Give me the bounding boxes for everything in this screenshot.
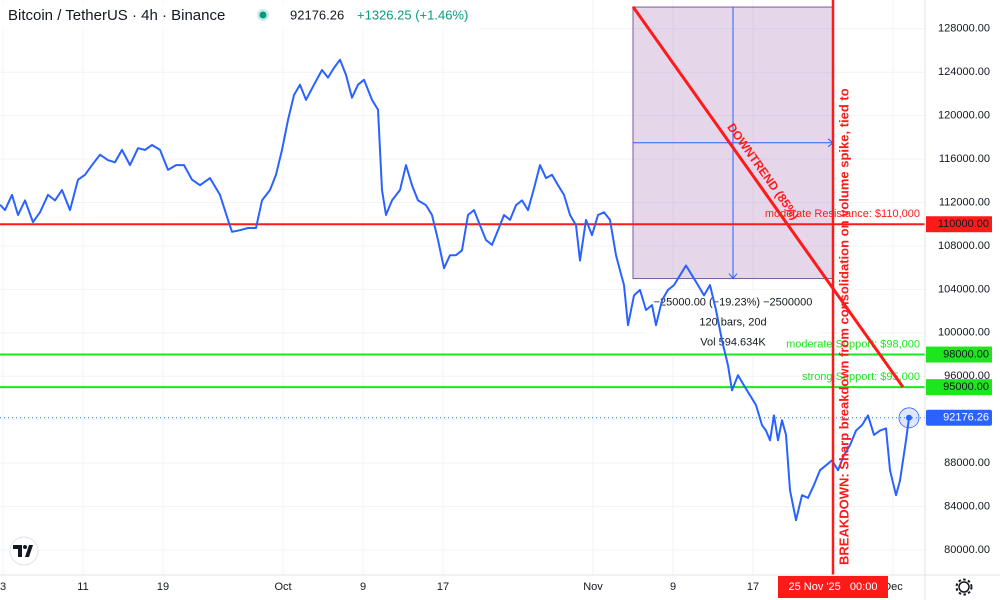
y-tick-label: 108000.00: [938, 240, 990, 252]
x-tick-label: Oct: [274, 581, 291, 593]
x-tick-label: 3: [0, 581, 6, 593]
level-tag: 95000.00: [943, 381, 989, 393]
x-tick-label: Nov: [583, 581, 603, 593]
x-tick-label: 9: [670, 581, 676, 593]
header-change: +1326.25 (+1.46%): [357, 7, 468, 22]
y-tick-label: 100000.00: [938, 327, 990, 339]
x-tick-label: 11: [77, 581, 88, 593]
level-tag: 98000.00: [943, 348, 989, 360]
header-price: 92176.26: [290, 7, 344, 22]
last-price-dot: [906, 414, 912, 421]
y-tick-label: 88000.00: [944, 457, 990, 469]
measure-info: −25000.00 (−19.23%) −2500000: [654, 296, 813, 308]
y-tick-label: 112000.00: [939, 196, 990, 208]
y-tick-label: 120000.00: [938, 110, 990, 122]
y-tick-label: 124000.00: [938, 66, 990, 78]
level-label: moderate Resistance: $110,000: [765, 208, 920, 220]
event-label: BREAKDOWN: Sharp breakdown from consolid…: [836, 88, 851, 565]
level-tag-bg: [926, 379, 992, 396]
level-label: strong Support: $95,000: [802, 371, 920, 383]
y-tick-label: 84000.00: [944, 500, 990, 512]
axes: 80000.0084000.0088000.0092000.0096000.00…: [0, 23, 992, 598]
price-line: [0, 58, 910, 522]
y-tick-label: 128000.00: [938, 23, 990, 35]
grid: [0, 0, 925, 575]
settings-icon[interactable]: [955, 578, 973, 596]
level-tag-bg: [926, 346, 992, 363]
last-price-tag: 92176.26: [943, 412, 989, 424]
time-tag-bg: [778, 576, 888, 598]
y-tick-label: 104000.00: [938, 283, 990, 295]
status-dot: [259, 11, 267, 19]
x-tick-label: 19: [157, 581, 169, 593]
measure-info: 120 bars, 20d: [699, 316, 766, 328]
level-tag: 110000.00: [938, 218, 989, 230]
y-tick-label: 80000.00: [944, 544, 990, 556]
y-tick-label: 116000.00: [939, 153, 990, 165]
measure-info: Vol 594.634K: [700, 336, 766, 348]
measure-info-bg: [645, 291, 821, 354]
x-tick-label: 9: [360, 581, 366, 593]
symbol-title: Bitcoin / TetherUS · 4h · Binance: [8, 7, 225, 24]
level-tag-bg: [926, 216, 992, 233]
plot-area: −25000.00 (−19.23%) −2500000 120 bars, 20…: [0, 0, 925, 575]
time-tag: 25 Nov '25 00:00: [789, 581, 878, 593]
level-label: moderate Support: $98,000: [786, 338, 920, 350]
x-tick-label: Dec: [883, 581, 903, 593]
tv-logo: [9, 536, 39, 566]
trendline: [631, 5, 905, 389]
x-tick-label: 17: [437, 581, 449, 593]
header-bg: [0, 2, 480, 30]
last-price-tag-bg: [926, 409, 992, 426]
x-tick-label: 17: [747, 581, 759, 593]
